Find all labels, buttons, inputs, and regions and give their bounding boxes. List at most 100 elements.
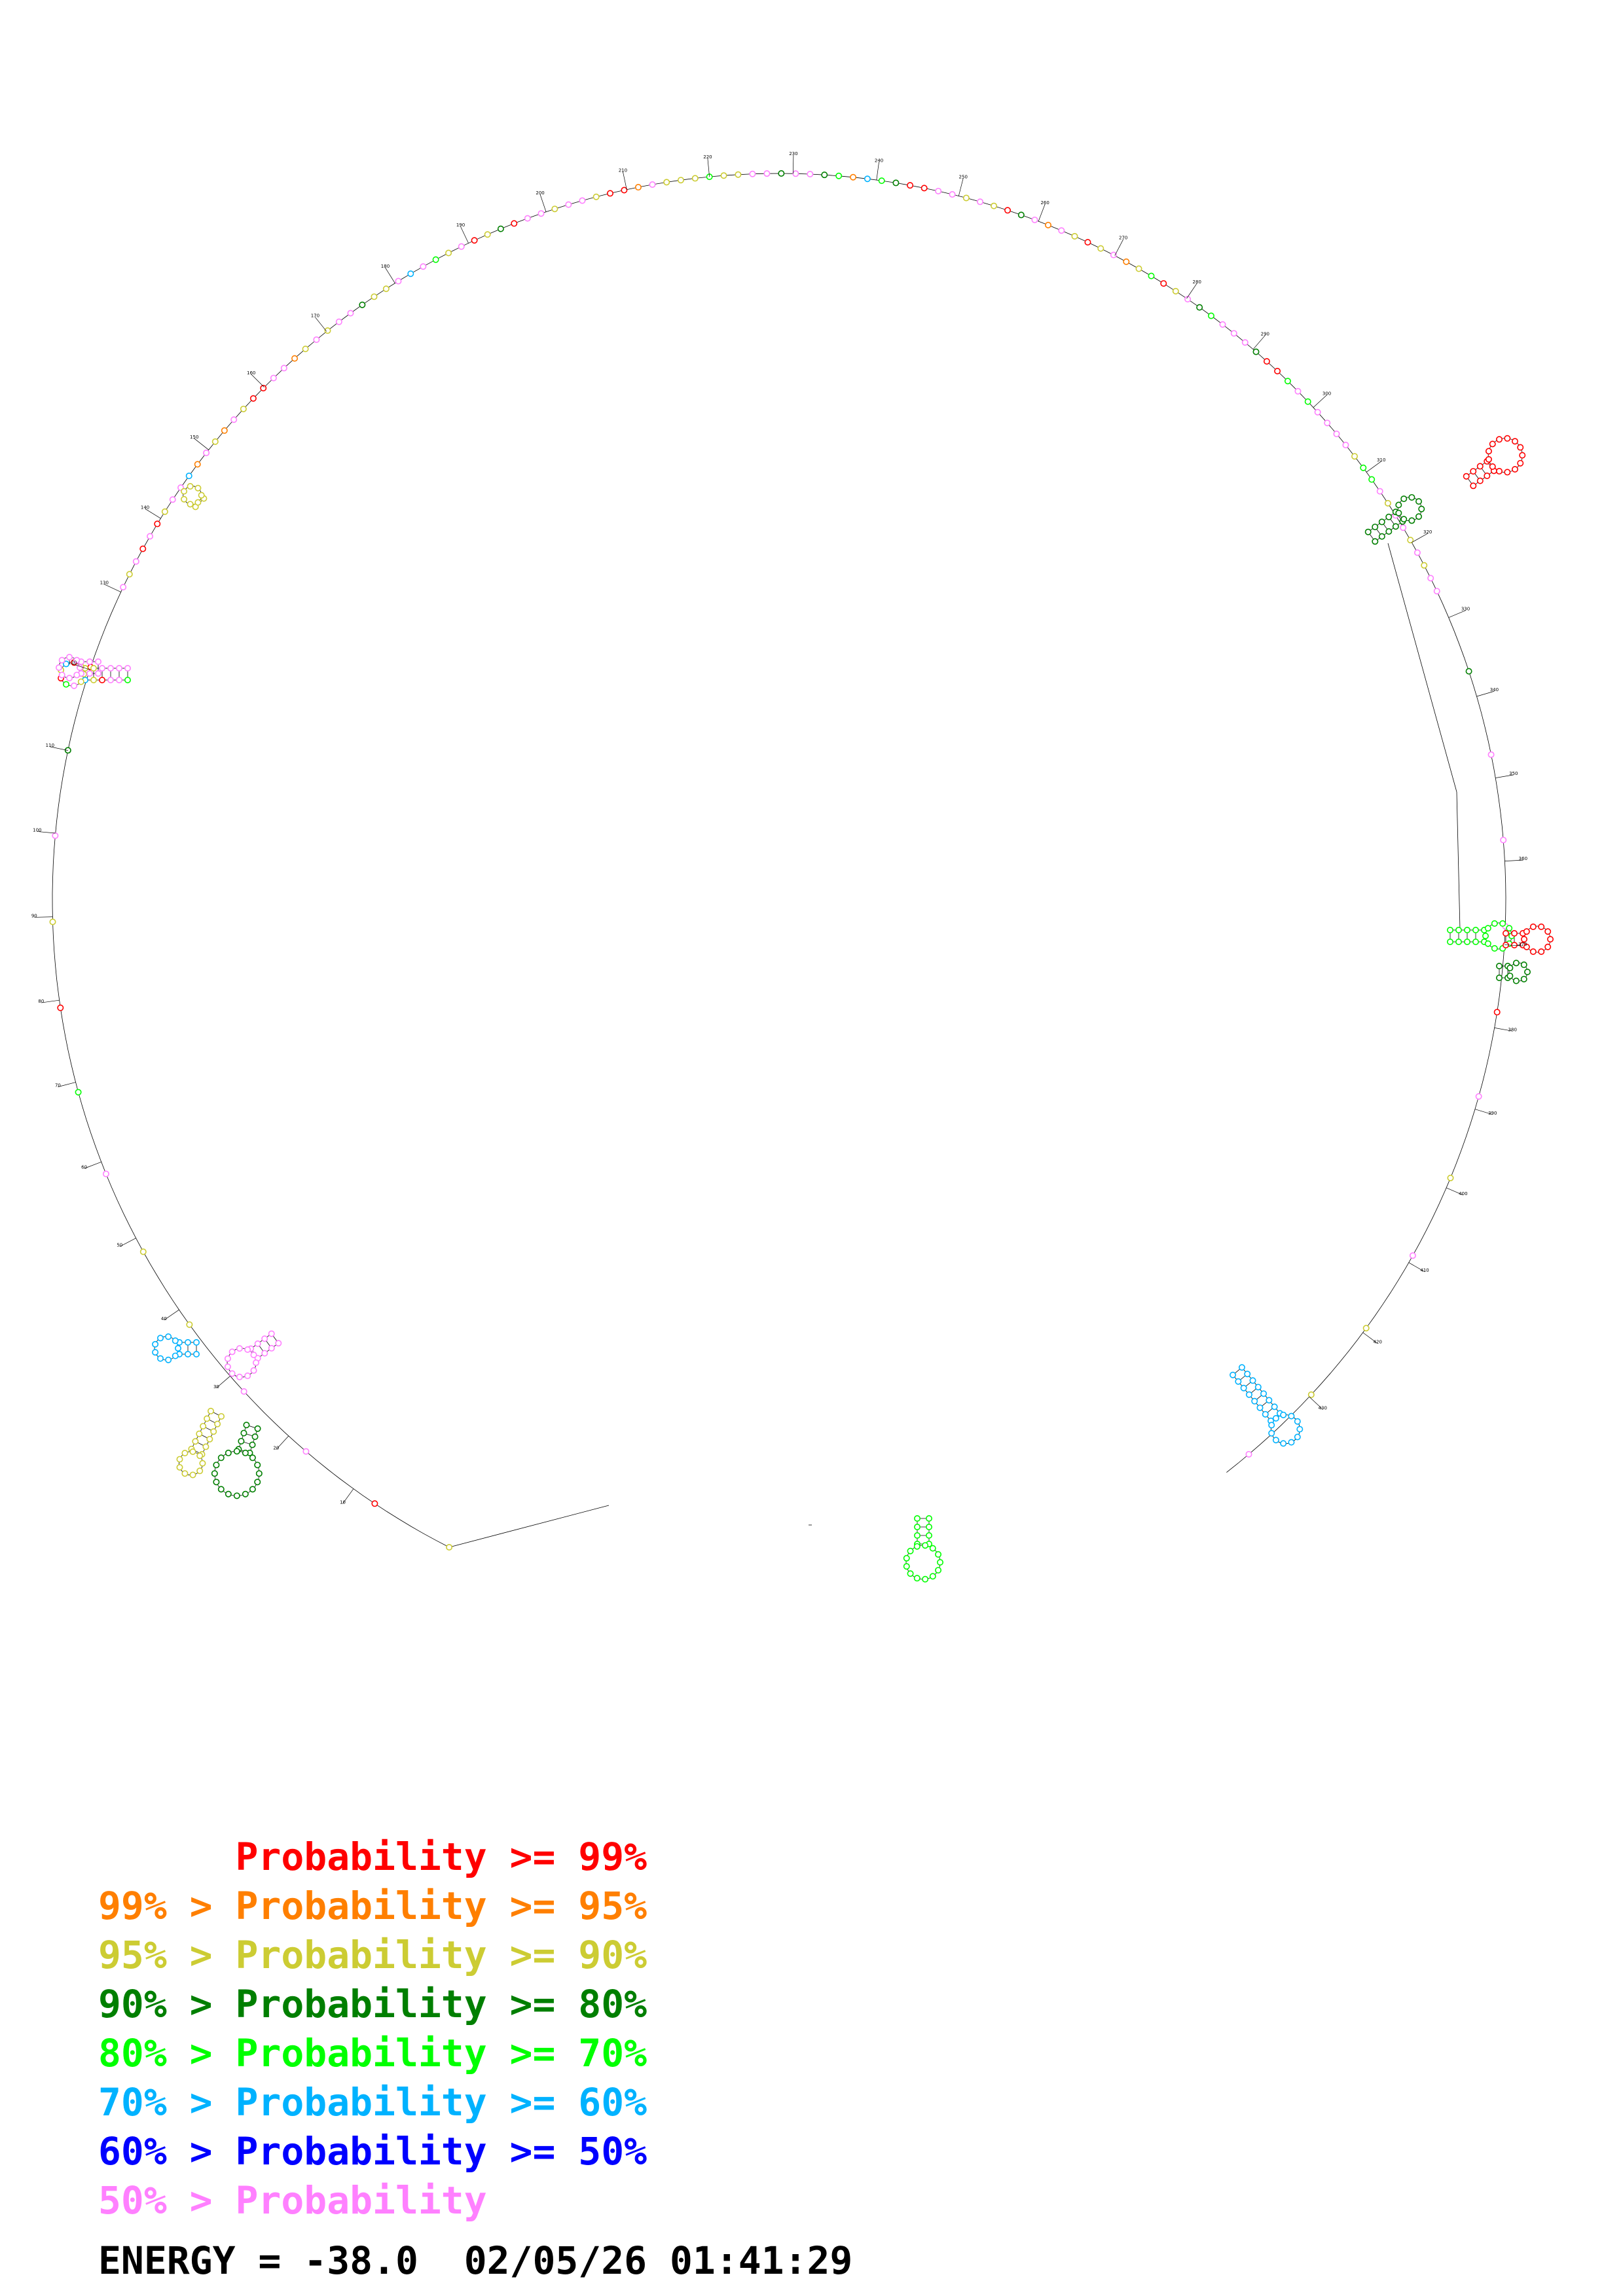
nucleotide [1263,358,1270,365]
nucleotide [152,1349,159,1356]
tick-label: 100 [33,827,41,833]
nucleotide [213,1479,220,1486]
nucleotide [1372,538,1379,545]
nucleotide [1084,239,1091,246]
nucleotide [77,664,84,671]
nucleotide [1324,420,1331,427]
tick-label: 320 [1423,529,1432,535]
tick-label: 220 [703,154,712,160]
nucleotide [445,249,452,257]
nucleotide [1499,920,1506,927]
nucleotide [792,170,799,177]
nucleotide [1491,945,1498,952]
nucleotide [1496,963,1503,970]
nucleotide [224,1363,231,1371]
nucleotide [1280,1411,1287,1418]
legend-threshold: >= 95% [486,1884,647,1928]
nucleotide [261,1350,268,1357]
tick-label: 90 [31,913,37,918]
nucleotide [1395,509,1402,516]
tick-label: 370 [1518,942,1527,947]
nucleotide [236,1373,243,1380]
nucleotide [1517,444,1524,451]
nucleotide [1400,524,1407,531]
legend-prefix: 80% > [98,2031,236,2075]
tick-line [1309,1396,1323,1410]
nucleotide [1447,1174,1454,1181]
legend-prefix: 70% > [98,2080,236,2125]
nucleotide [1511,930,1518,937]
legend-label: Probability [235,1835,487,1879]
legend-row: 95% > Probability >= 90% [98,1931,647,1980]
nucleotide [1268,1422,1275,1429]
nucleotide [217,1454,225,1462]
nucleotide [929,1545,936,1552]
tick-line [1362,1332,1378,1344]
nucleotide [749,170,756,177]
nucleotide [1484,472,1491,479]
tick-label: 390 [1488,1111,1497,1116]
nucleotide [196,1467,204,1475]
legend-row: Probability >= 99% [98,1833,647,1882]
nucleotide [1071,232,1078,240]
tick-line [1495,774,1514,778]
nucleotide [913,1575,921,1582]
nucleotide [691,175,699,182]
nucleotide [1031,216,1038,223]
nucleotide [359,301,366,308]
nucleotide [224,1355,231,1362]
nucleotide [249,1486,256,1493]
nucleotide [280,365,287,372]
nucleotide [892,179,900,187]
tick-label: 270 [1119,236,1127,241]
nucleotide [1252,348,1260,355]
nucleotide [1511,438,1518,445]
nucleotide [1482,933,1489,940]
nucleotide [243,1422,250,1429]
nucleotide [251,1433,259,1441]
nucleotide [1455,927,1463,934]
nucleotide [1415,498,1423,505]
legend-row: 80% > Probability >= 70% [98,2029,647,2078]
nucleotide [1447,927,1454,934]
tick-line [460,226,469,243]
legend-row: 70% > Probability >= 60% [98,2078,647,2127]
nucleotide [1491,920,1498,927]
nucleotide [196,1452,204,1460]
nucleotide [187,501,194,508]
nucleotide [1407,537,1414,544]
nucleotide [1004,207,1012,214]
nucleotide [275,1340,282,1347]
nucleotide [194,461,201,468]
nucleotide [58,672,65,679]
nucleotide [677,177,684,184]
nucleotide [244,1346,251,1354]
nucleotide [962,194,970,202]
nucleotide [124,677,132,684]
nucleotide [1547,936,1554,943]
nucleotide [1493,1009,1501,1016]
tick-label: 210 [619,168,627,173]
nucleotide [73,656,81,664]
energy-timestamp-line: ENERGY = -38.0 02/05/26 01:41:29 [98,2238,853,2283]
nucleotide [147,533,154,540]
nucleotide [186,1321,193,1328]
legend-row: 50% > Probability [98,2176,647,2225]
nucleotide [270,374,277,382]
nucleotide [497,225,504,232]
nucleotide [1288,1412,1295,1420]
nucleotide [1160,280,1167,287]
nucleotide [335,318,342,325]
legend-threshold: >= 80% [486,1982,647,2026]
nucleotide [268,1344,275,1352]
nucleotide [198,492,205,499]
nucleotide [187,483,194,490]
nucleotide [1148,272,1155,279]
nucleotide [1395,501,1402,509]
tick-line [84,1161,101,1169]
nucleotide [230,416,238,423]
tick-line [1446,1187,1463,1196]
nucleotide [1408,493,1415,501]
nucleotide [90,664,98,672]
tick-line [164,1309,179,1321]
